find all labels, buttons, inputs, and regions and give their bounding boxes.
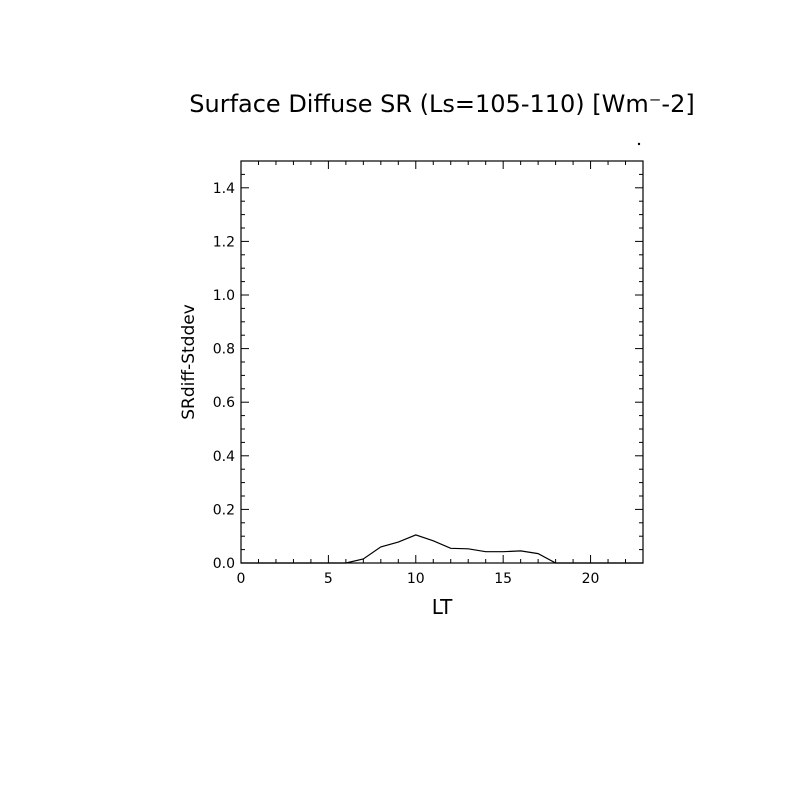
- x-tick-label: 0: [237, 571, 246, 587]
- y-tick-label: 1.2: [213, 234, 235, 250]
- series-group: [241, 534, 643, 564]
- x-tick-label: 5: [324, 571, 333, 587]
- x-tick-label: 15: [494, 571, 512, 587]
- y-tick-label: 0.8: [213, 342, 235, 358]
- y-tick-label: 0.0: [213, 556, 235, 572]
- plot-frame: [240, 160, 644, 564]
- x-tick-label: 10: [407, 571, 425, 587]
- chart-title: Surface Diffuse SR (Ls=105-110) [Wm⁻-2]: [189, 90, 694, 118]
- y-ticks: 0.0 0.2 0.4 0.6 0.8 1.0 1.2 1.4: [213, 181, 643, 572]
- y-tick-label: 0.2: [213, 502, 235, 518]
- y-tick-label: 1.4: [213, 181, 235, 197]
- y-tick-label: 0.4: [213, 449, 235, 465]
- x-ticks: 0 5 10 15 20: [237, 161, 600, 587]
- minor-ticks: [241, 160, 644, 563]
- y-axis-label: SRdiff-Stddev: [179, 304, 199, 420]
- series-line: [241, 534, 643, 564]
- x-axis-label: LT: [432, 595, 453, 619]
- y-tick-label: 1.0: [213, 288, 235, 304]
- y-tick-label: 0.6: [213, 395, 235, 411]
- x-tick-label: 20: [582, 571, 600, 587]
- corner-dot: [637, 142, 641, 146]
